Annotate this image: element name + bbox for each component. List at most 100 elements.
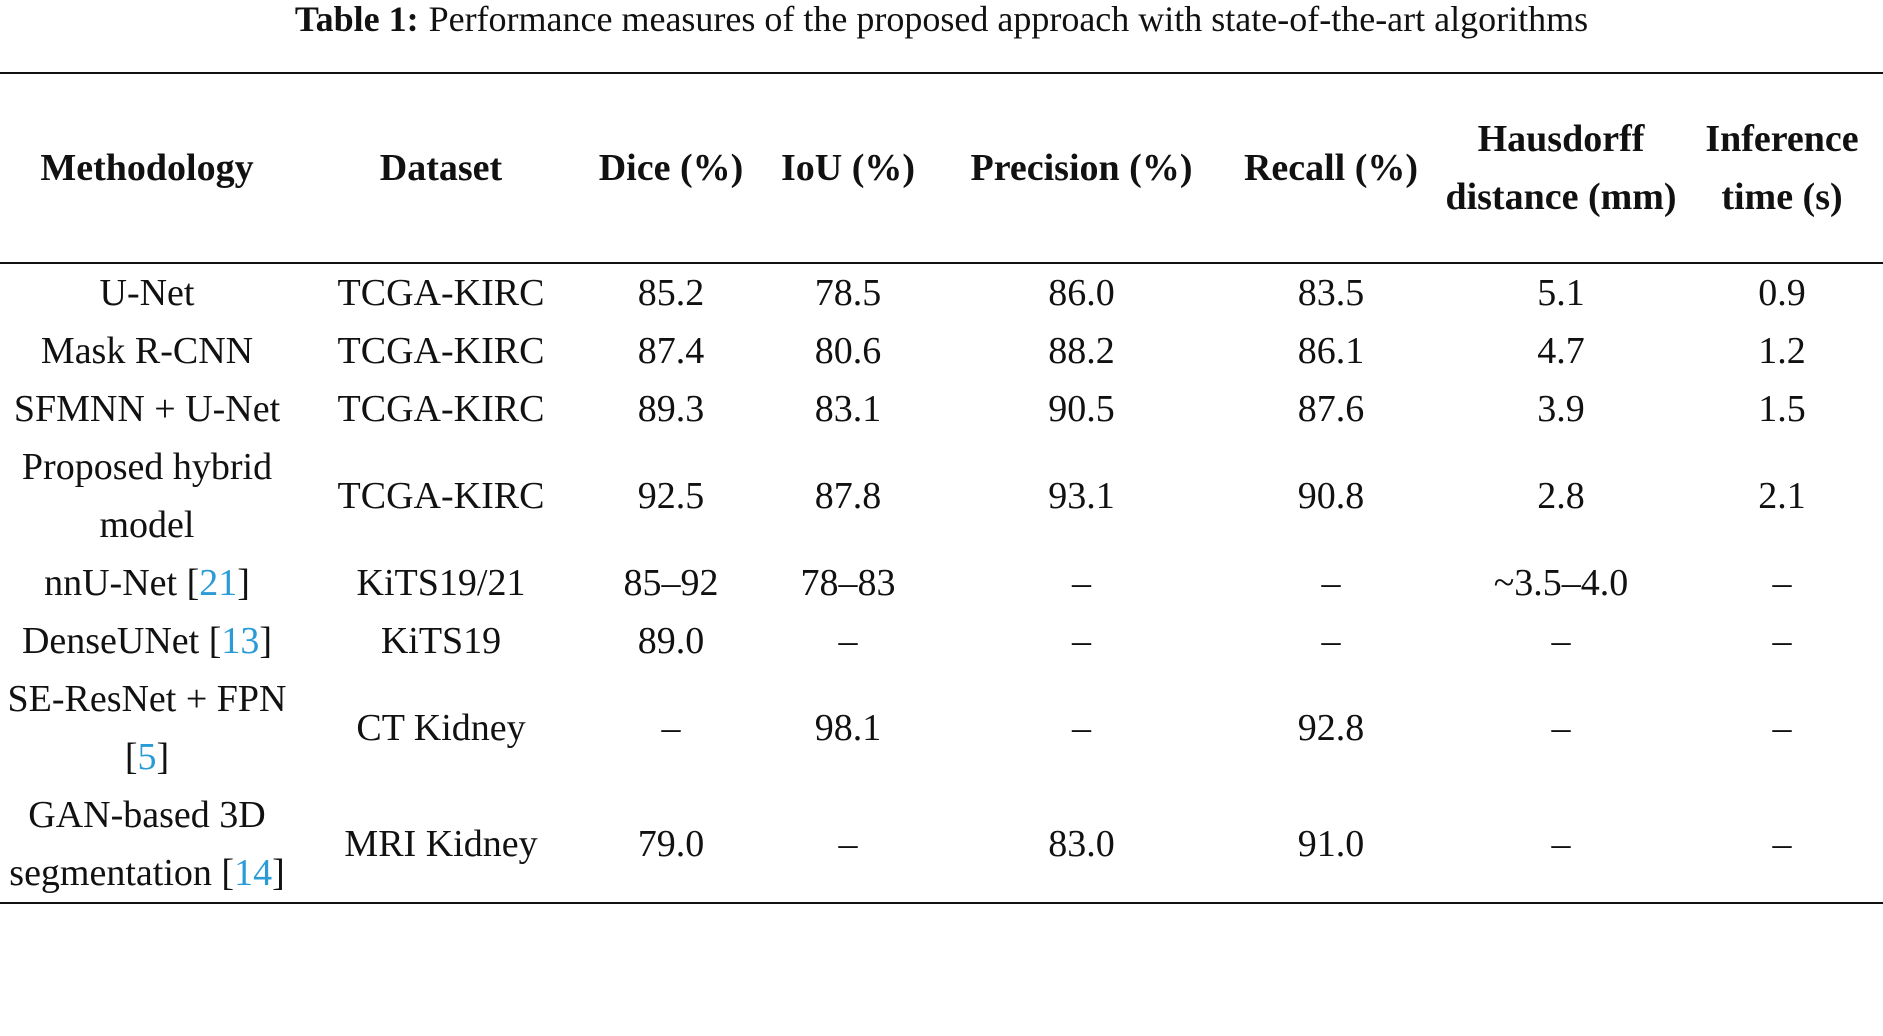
method-text: GAN-based 3D segmentation [ (9, 794, 266, 894)
caption-label: Table 1: (294, 0, 419, 39)
header-cell: Inference time (s) (1705, 118, 1859, 218)
cell: 87.6 (1297, 388, 1365, 430)
cell: – (1321, 620, 1341, 662)
cell: KiTS19 (380, 620, 502, 662)
cell: TCGA-KIRC (337, 475, 545, 517)
citation: 13 (221, 620, 260, 662)
citation: 21 (199, 562, 238, 604)
header-cell: Recall (%) (1243, 147, 1419, 189)
method-text: SE-ResNet + FPN [ (7, 678, 287, 778)
cell: 80.6 (814, 330, 882, 372)
header-cell: Methodology (40, 147, 254, 189)
cell: ~3.5–4.0 (1493, 562, 1629, 604)
header-cell: Hausdorff distance (mm) (1445, 118, 1677, 218)
cell: 87.8 (814, 475, 882, 517)
cell: 83.5 (1297, 272, 1365, 314)
cell: 85.2 (637, 272, 705, 314)
cell: – (1551, 620, 1571, 662)
cell: – (1321, 562, 1341, 604)
cell: 86.1 (1297, 330, 1365, 372)
cell: – (1072, 620, 1091, 662)
header-cell: Dataset (379, 147, 503, 189)
cell: 4.7 (1537, 330, 1585, 372)
header-cell: Precision (%) (970, 147, 1193, 189)
cell: 78–83 (800, 562, 896, 604)
method-text: nnU-Net [ (44, 562, 200, 604)
citation: 5 (137, 736, 157, 778)
method-text: Proposed hybrid model (21, 446, 273, 546)
cell: 83.0 (1048, 823, 1115, 865)
method-cell: GAN-based 3D segmentation [14] (0, 786, 294, 903)
method-cell: Proposed hybrid model (0, 438, 294, 554)
cell: MRI Kidney (344, 823, 538, 865)
cell: – (1772, 707, 1792, 749)
cell: 91.0 (1297, 823, 1365, 865)
caption-text: Performance measures of the proposed app… (428, 0, 1589, 39)
cell: – (1072, 562, 1091, 604)
header-cell: IoU (%) (780, 147, 916, 189)
cell: 88.2 (1048, 330, 1115, 372)
method-text: ] (237, 562, 250, 604)
row: Proposed hybrid model TCGA-KIRC 92.5 87.8 93… (0, 438, 1883, 554)
citation: 14 (234, 852, 273, 894)
cell: 1.5 (1758, 388, 1806, 430)
method-text: ] (272, 852, 285, 894)
method-text: DenseUNet [ (21, 620, 222, 662)
method-cell: nnU-Net [21] (0, 554, 294, 612)
method-cell: DenseUNet [13] (0, 612, 294, 670)
method-cell: SFMNN + U-Net (0, 380, 294, 438)
row: Mask R-CNN TCGA-KIRC 87.4 80.6 88.2 86.1 4.7 1.… (0, 322, 1883, 380)
caption: Table 1: Performance measures of the prop… (0, 0, 1883, 72)
cell: 89.3 (637, 388, 705, 430)
table: Methodology Dataset Dice (%) IoU (%) Precisi… (0, 72, 1883, 904)
method-text: ] (259, 620, 273, 662)
cell: 3.9 (1537, 388, 1585, 430)
cell: 0.9 (1758, 272, 1806, 314)
cell: TCGA-KIRC (337, 388, 545, 430)
cell: 90.5 (1048, 388, 1115, 430)
cell: 79.0 (637, 823, 705, 865)
cell: 85–92 (623, 562, 719, 604)
cell: – (1772, 823, 1792, 865)
row: SFMNN + U-Net TCGA-KIRC 89.3 83.1 90.5 87.6 3.… (0, 380, 1883, 438)
cell: CT Kidney (356, 707, 526, 749)
row: nnU-Net [21] KiTS19/21 85–92 78–83 – – ~3.5–4.… (0, 554, 1883, 612)
cell: – (838, 620, 858, 662)
cell: 92.5 (637, 475, 705, 517)
cell: 86.0 (1048, 272, 1115, 314)
header-cell: Dice (%) (598, 147, 744, 189)
cell: TCGA-KIRC (337, 330, 545, 372)
method-cell: Mask R-CNN (0, 322, 294, 380)
method-text: SFMNN + U-Net (13, 388, 281, 430)
cell: 2.1 (1758, 475, 1806, 517)
cell: 87.4 (637, 330, 705, 372)
cell: – (838, 823, 858, 865)
cell: 92.8 (1297, 707, 1365, 749)
cell: 2.8 (1537, 475, 1585, 517)
header-row: Methodology Dataset Dice (%) IoU (%) Precisi… (0, 73, 1883, 263)
cell: – (1551, 707, 1571, 749)
cell: – (1551, 823, 1571, 865)
cell: 83.1 (814, 388, 882, 430)
cell: – (1072, 707, 1091, 749)
cell: 90.8 (1297, 475, 1365, 517)
cell: 89.0 (637, 620, 705, 662)
cell: TCGA-KIRC (337, 272, 545, 314)
method-text: U-Net (99, 272, 195, 314)
row: SE-ResNet + FPN [5] CT Kidney – 98.1 – 92.8 – – (0, 670, 1883, 786)
cell: – (1772, 620, 1792, 662)
cell: – (1772, 562, 1792, 604)
method-cell: U-Net (0, 263, 294, 322)
method-cell: SE-ResNet + FPN [5] (0, 670, 294, 786)
table-head: Methodology Dataset Dice (%) IoU (%) Precisi… (0, 73, 1883, 263)
cell: – (661, 707, 681, 749)
method-text: Mask R-CNN (40, 330, 254, 372)
row: DenseUNet [13] KiTS19 89.0 – – – – – (0, 612, 1883, 670)
cell: 1.2 (1758, 330, 1806, 372)
cell: 98.1 (814, 707, 882, 749)
cell: KiTS19/21 (356, 562, 526, 604)
row: GAN-based 3D segmentation [14] MRI Kidney… (0, 786, 1883, 903)
cell: 93.1 (1048, 475, 1115, 517)
cell: 78.5 (814, 272, 882, 314)
